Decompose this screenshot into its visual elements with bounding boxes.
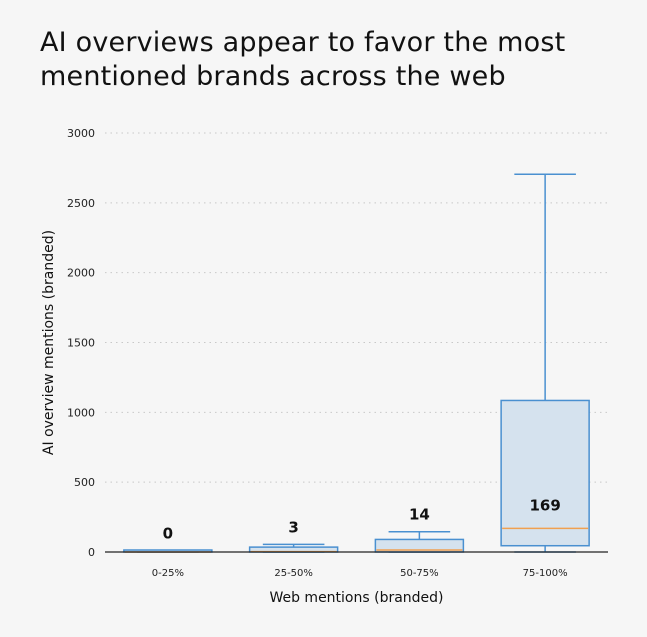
y-tick-label: 500 xyxy=(74,476,95,489)
y-tick-label: 1000 xyxy=(67,406,95,419)
box-iqr xyxy=(500,399,590,547)
y-axis-title: AI overview mentions (branded) xyxy=(41,230,57,455)
y-tick-label: 0 xyxy=(88,546,95,559)
chart-title: AI overviews appear to favor the most me… xyxy=(40,27,566,92)
x-tick-label: 25-50% xyxy=(274,568,313,579)
median-label: 0 xyxy=(163,525,173,543)
x-axis-title: Web mentions (branded) xyxy=(269,590,443,606)
y-tick-label: 1500 xyxy=(67,337,95,350)
y-tick-label: 3000 xyxy=(67,127,95,140)
x-tick-label: 75-100% xyxy=(523,568,568,579)
median-label: 3 xyxy=(288,518,298,536)
x-tick-label: 0-25% xyxy=(152,568,184,579)
x-tick-label: 50-75% xyxy=(400,568,439,579)
y-tick-label: 2500 xyxy=(67,197,95,210)
y-tick-label: 2000 xyxy=(67,267,95,280)
median-label: 14 xyxy=(409,506,430,524)
median-label: 169 xyxy=(529,496,560,514)
